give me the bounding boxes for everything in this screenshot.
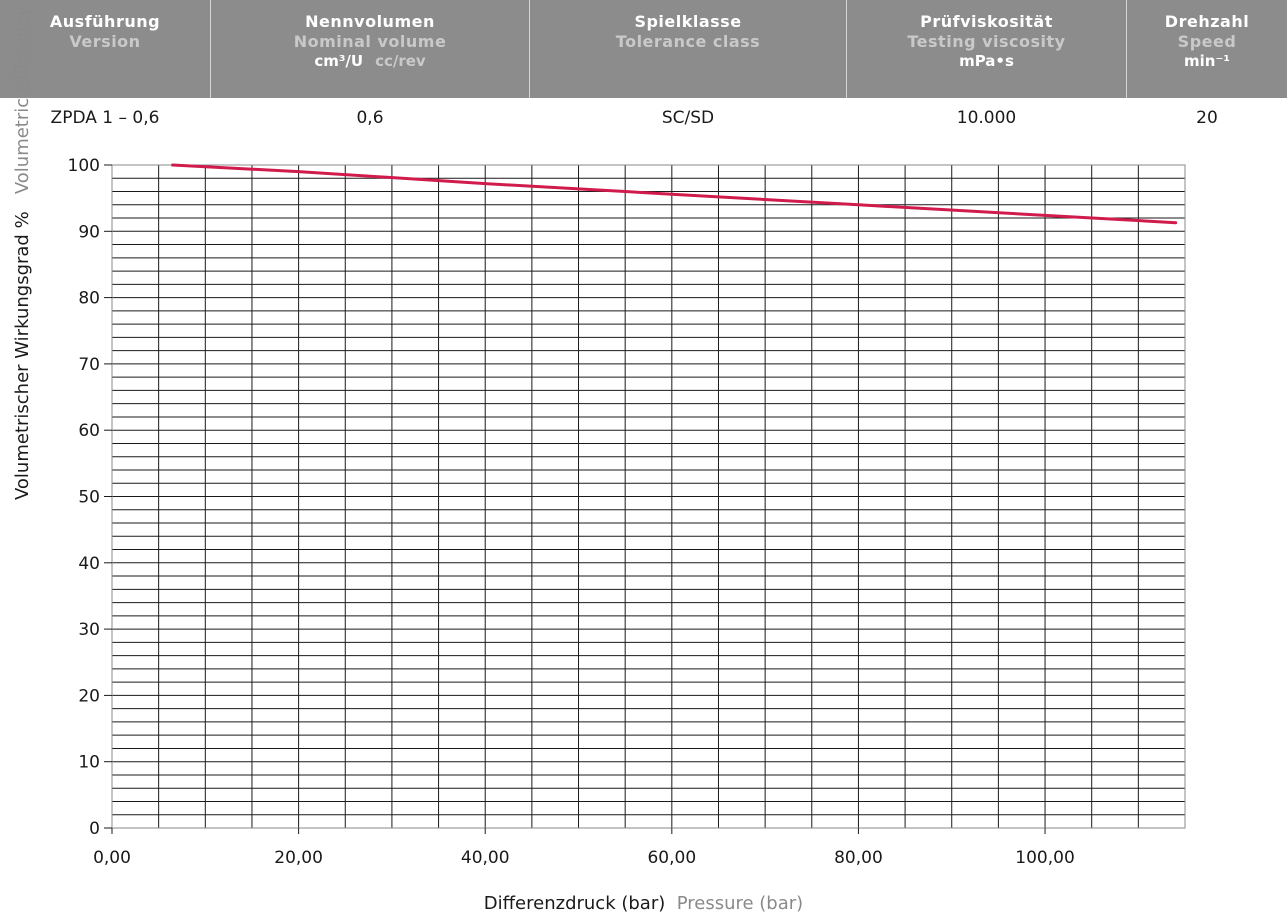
y-tick-label: 10 [78, 753, 100, 773]
y-tick-label: 70 [78, 355, 100, 375]
header-version: Ausführung Version [0, 0, 210, 98]
header-version-de: Ausführung [49, 12, 161, 31]
header-volume-unit-de: cm³/U [314, 52, 364, 70]
y-axis-label-en: Volumetric efficiency % [12, 0, 33, 195]
header-volume-unit-en: cc/rev [375, 52, 426, 70]
x-tick-label: 100,00 [1015, 848, 1074, 868]
header-volume-en: Nominal volume [293, 32, 447, 51]
header-divider [1126, 0, 1127, 98]
header-viscosity-en: Testing viscosity [907, 32, 1066, 51]
value-speed: 20 [1196, 108, 1218, 128]
x-tick-label: 0,00 [93, 848, 131, 868]
header-tolerance-de: Spielklasse [634, 12, 742, 31]
header-volume: Nennvolumen Nominal volume cm³/U cc/rev [211, 0, 529, 98]
y-tick-label: 0 [89, 819, 100, 839]
header-divider [210, 0, 211, 98]
header-speed-unit: min⁻¹ [1184, 52, 1230, 70]
x-tick-label: 60,00 [647, 848, 696, 868]
y-tick-label: 50 [78, 488, 100, 508]
header-tolerance-en: Tolerance class [615, 32, 761, 51]
header-speed-en: Speed [1177, 32, 1237, 51]
header-volume-de: Nennvolumen [305, 12, 435, 31]
x-axis-label: Differenzdruck (bar) Pressure (bar) [0, 893, 1287, 914]
value-tolerance: SC/SD [661, 108, 715, 128]
header-viscosity-de: Prüfviskosität [920, 12, 1053, 31]
y-tick-label: 60 [78, 421, 100, 441]
x-axis-label-de: Differenzdruck (bar) [483, 893, 666, 914]
value-viscosity: 10.000 [956, 108, 1017, 128]
header-version-en: Version [69, 32, 141, 51]
value-volume: 0,6 [356, 108, 384, 128]
header-speed-de: Drehzahl [1164, 12, 1250, 31]
header-viscosity-unit: mPa•s [959, 52, 1014, 70]
header-divider [529, 0, 530, 98]
y-tick-label: 90 [78, 222, 100, 242]
header-tolerance: Spielklasse Tolerance class [530, 0, 846, 98]
spec-table-header: Ausführung Version Nennvolumen Nominal v… [0, 0, 1287, 98]
x-tick-label: 20,00 [274, 848, 323, 868]
value-version: ZPDA 1 – 0,6 [50, 108, 160, 128]
x-tick-label: 80,00 [834, 848, 883, 868]
efficiency-series-line [171, 163, 1178, 225]
header-divider [846, 0, 847, 98]
y-tick-label: 30 [78, 620, 100, 640]
y-tick-label: 20 [78, 686, 100, 706]
header-viscosity: Prüfviskosität Testing viscosity mPa•s [847, 0, 1126, 98]
y-axis-label: Volumetrischer Wirkungsgrad % Volumetric… [12, 0, 33, 500]
header-volume-unit: cm³/U cc/rev [211, 52, 529, 70]
y-tick-label: 40 [78, 554, 100, 574]
x-tick-label: 40,00 [461, 848, 510, 868]
y-tick-label: 100 [68, 156, 100, 176]
y-axis-label-de: Volumetrischer Wirkungsgrad % [12, 211, 33, 500]
header-speed: Drehzahl Speed min⁻¹ [1127, 0, 1287, 98]
x-axis-label-en: Pressure (bar) [676, 893, 804, 914]
y-tick-label: 80 [78, 289, 100, 309]
